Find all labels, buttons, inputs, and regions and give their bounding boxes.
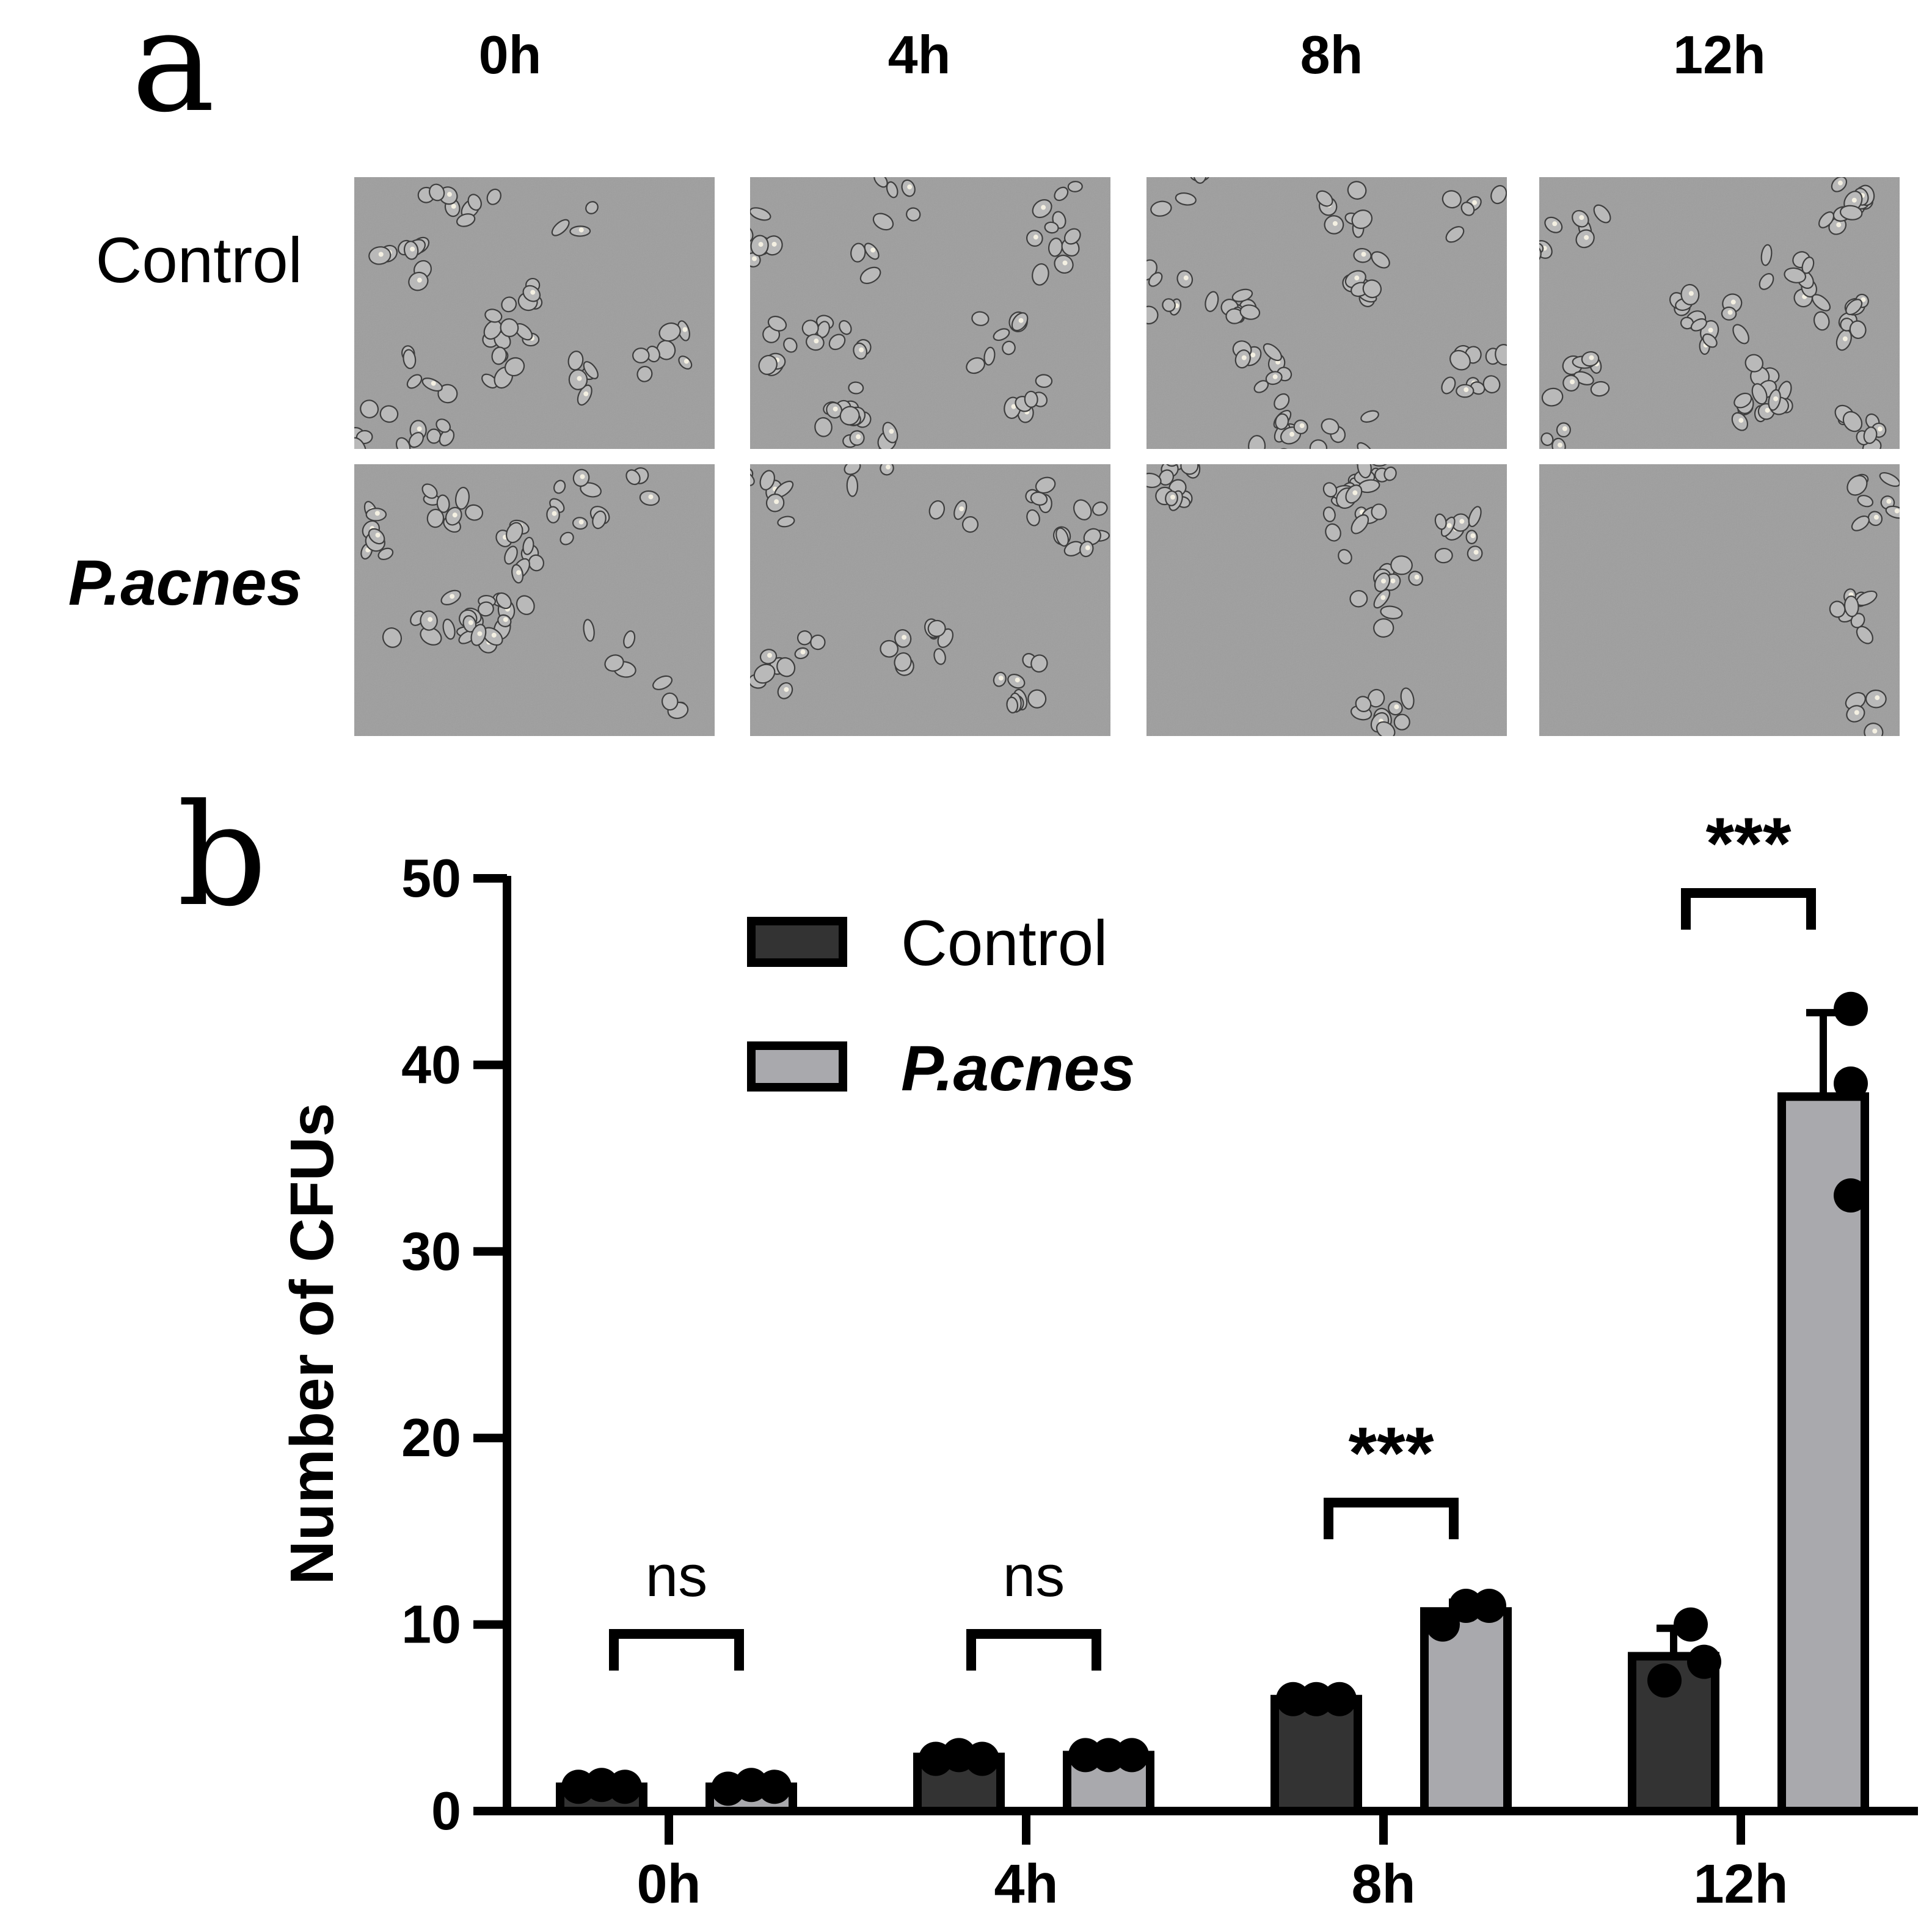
bar-pacnes-8h: [1420, 1607, 1512, 1815]
legend: Control P.acnes: [747, 908, 1135, 1104]
significance-label: ns: [1003, 1544, 1065, 1609]
data-point: [1834, 991, 1868, 1026]
x-tick-label: 0h: [636, 1854, 701, 1915]
y-tick-label: 0: [431, 1781, 461, 1841]
legend-swatch-control: [747, 917, 847, 967]
data-point: [965, 1741, 999, 1776]
micrograph-pacnes-4h: [750, 464, 1110, 736]
time-label-0h: 0h: [479, 24, 542, 85]
micrograph-control-4h: [750, 177, 1110, 449]
legend-label-pacnes: P.acnes: [901, 1033, 1135, 1104]
data-point: [1472, 1589, 1506, 1624]
panel-b-letter: b: [177, 775, 267, 938]
significance-bracket: [966, 1629, 1101, 1671]
micrograph-control-12h: [1539, 177, 1900, 449]
data-point: [1322, 1682, 1357, 1716]
y-tick-label: 10: [401, 1594, 461, 1655]
data-point: [757, 1770, 792, 1804]
row-label-pacnes: P.acnes: [68, 547, 302, 619]
significance-bracket: [609, 1629, 744, 1671]
y-tick-label: 50: [401, 848, 461, 908]
data-point: [1647, 1663, 1682, 1698]
y-tick-label: 20: [401, 1407, 461, 1468]
data-point: [608, 1770, 642, 1804]
significance-label: ns: [646, 1544, 707, 1609]
bar-control-8h: [1270, 1694, 1362, 1816]
y-tick-label: 30: [401, 1221, 461, 1281]
significance-bracket: [1324, 1498, 1459, 1539]
legend-label-control: Control: [901, 908, 1107, 979]
panel-a-letter: a: [131, 0, 215, 144]
time-label-12h: 12h: [1673, 24, 1766, 85]
data-point: [1674, 1607, 1708, 1642]
x-tick-label: 12h: [1693, 1854, 1788, 1915]
y-tick-label: 40: [401, 1034, 461, 1095]
y-axis-label: Number of CFUs: [278, 1103, 346, 1585]
micrograph-grid: [354, 177, 1900, 736]
data-point: [1687, 1644, 1721, 1679]
data-point: [1834, 1066, 1868, 1101]
x-tick-label: 4h: [994, 1854, 1058, 1915]
x-tick-label: 8h: [1351, 1854, 1415, 1915]
time-label-4h: 4h: [888, 24, 951, 85]
data-point: [1426, 1607, 1460, 1642]
micrograph-control-0h: [354, 177, 715, 449]
significance-label: ***: [1705, 803, 1791, 884]
micrograph-pacnes-0h: [354, 464, 715, 736]
time-label-8h: 8h: [1300, 24, 1363, 85]
significance-label: ***: [1348, 1412, 1434, 1494]
panel-b: b Number of CFUs 0 10 20 30 40 50 0h 4h 8h 12h ns n…: [177, 775, 1918, 1915]
micrograph-control-8h: [1146, 177, 1507, 449]
data-point: [1834, 1178, 1868, 1213]
micrograph-pacnes-8h: [1146, 464, 1507, 736]
micrograph-pacnes-12h: [1539, 464, 1900, 736]
row-label-control: Control: [96, 225, 302, 296]
cfu-bar-chart: 0 10 20 30 40 50 0h 4h 8h 12h ns ns *** ***: [401, 803, 1918, 1915]
data-point: [1115, 1738, 1149, 1773]
panel-a: a 0h 4h 8h 12h Control P.acnes: [68, 0, 1900, 736]
legend-swatch-pacnes: [747, 1041, 847, 1092]
significance-bracket: [1681, 888, 1816, 930]
